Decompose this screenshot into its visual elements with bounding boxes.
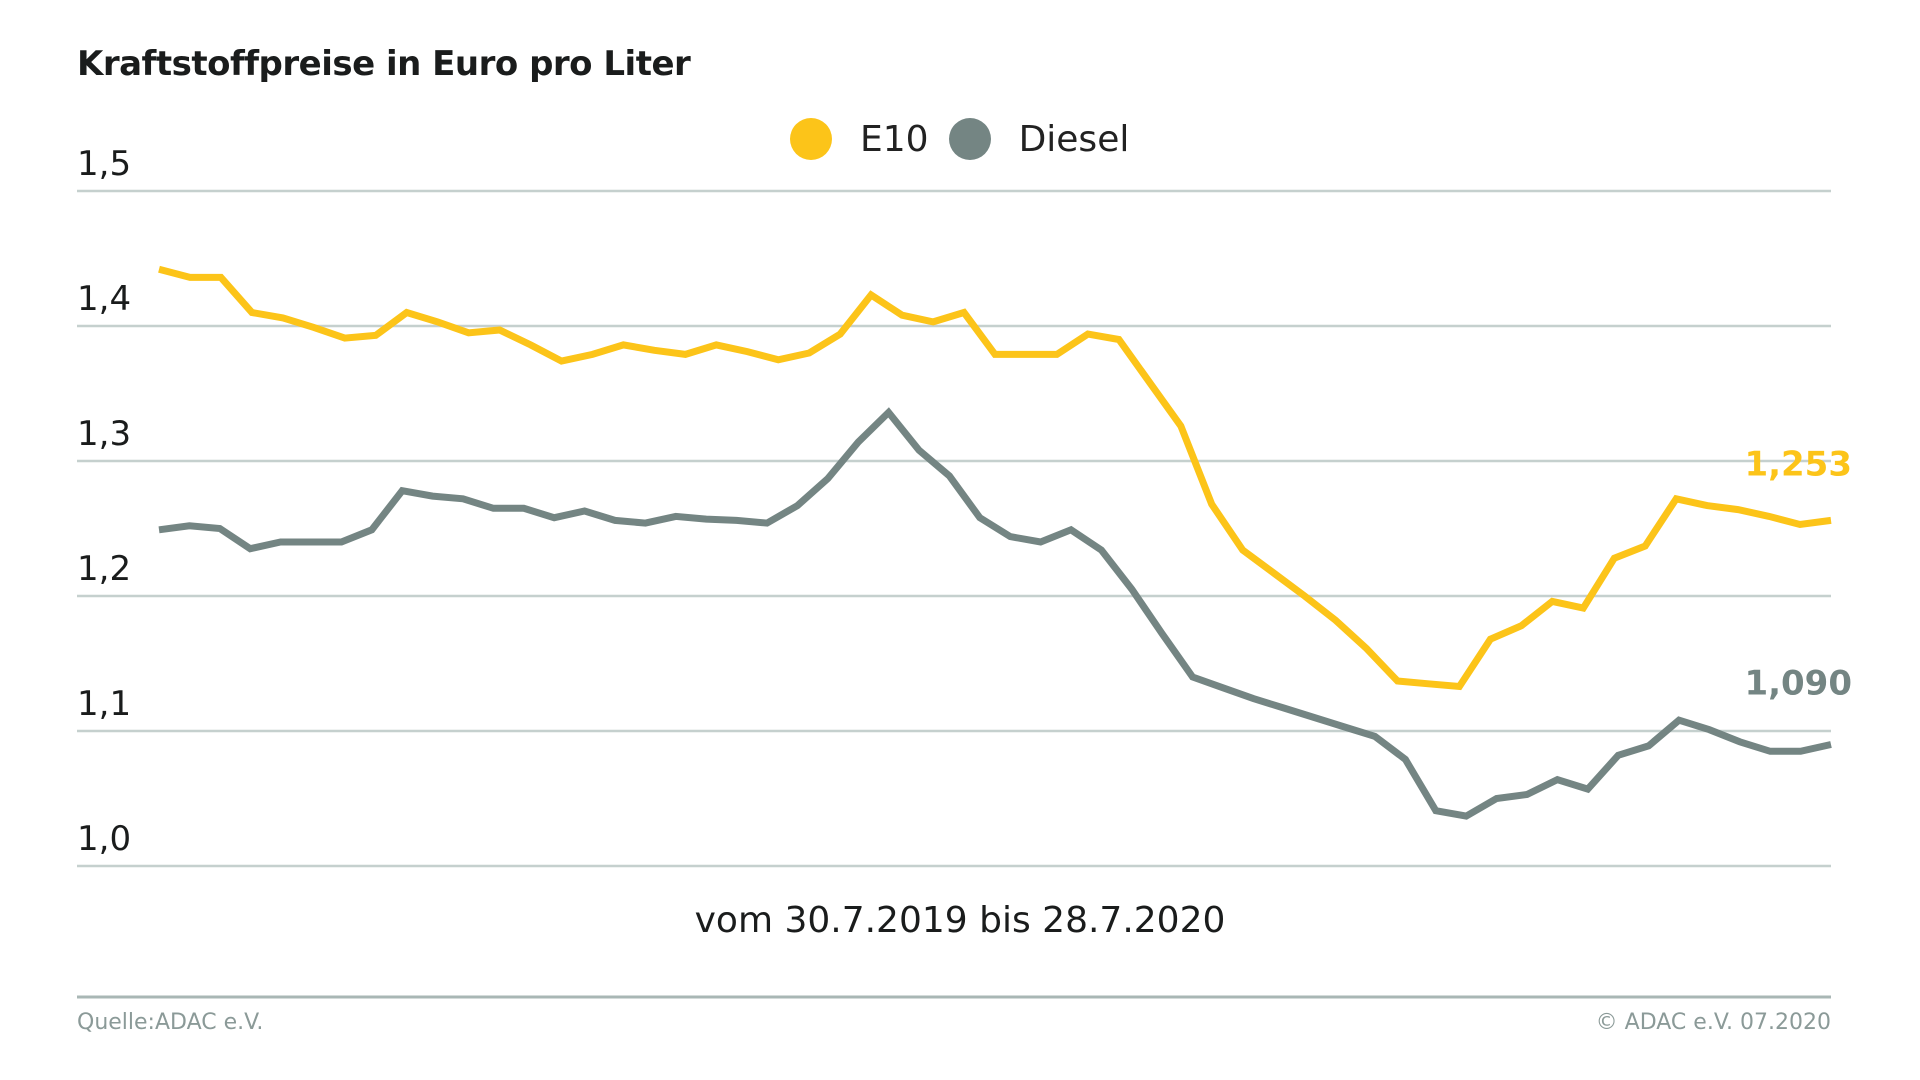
end-value-label-diesel: 1,090 xyxy=(1744,664,1852,704)
legend-marker-e10 xyxy=(790,118,832,160)
legend-label-e10: E10 xyxy=(860,118,929,160)
end-value-label-e10: 1,253 xyxy=(1744,444,1852,484)
source-note: Quelle:ADAC e.V. xyxy=(77,1010,264,1035)
y-tick-label: 1,2 xyxy=(77,549,131,589)
legend-item-e10: E10 xyxy=(790,118,929,160)
series-line-diesel xyxy=(158,407,1832,820)
legend-label-diesel: Diesel xyxy=(1018,118,1130,160)
x-axis-label: vom 30.7.2019 bis 28.7.2020 xyxy=(695,900,1226,941)
y-tick-label: 1,0 xyxy=(77,819,131,859)
copyright-note: © ADAC e.V. 07.2020 xyxy=(1595,1010,1831,1035)
legend-item-diesel: Diesel xyxy=(948,118,1130,160)
y-tick-label: 1,5 xyxy=(77,144,131,184)
y-tick-label: 1,3 xyxy=(77,414,131,454)
y-tick-label: 1,1 xyxy=(77,684,131,724)
series-line-e10 xyxy=(158,265,1832,691)
legend: E10 Diesel xyxy=(790,118,1149,160)
chart-title: Kraftstoffpreise in Euro pro Liter xyxy=(77,44,691,84)
legend-marker-diesel xyxy=(948,118,991,160)
y-tick-label: 1,4 xyxy=(77,279,131,319)
